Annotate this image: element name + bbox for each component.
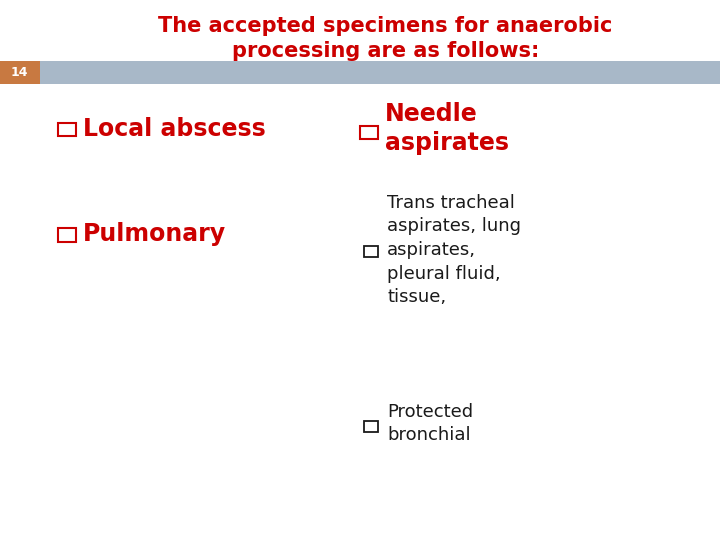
Text: Protected
bronchial: Protected bronchial [387,402,474,444]
Text: Needle
aspirates: Needle aspirates [385,102,509,154]
Text: Local abscess: Local abscess [83,117,266,141]
Text: The accepted specimens for anaerobic
processing are as follows:: The accepted specimens for anaerobic pro… [158,16,613,61]
Text: Trans tracheal
aspirates, lung
aspirates,
pleural fluid,
tissue,: Trans tracheal aspirates, lung aspirates… [387,194,521,306]
Text: Pulmonary: Pulmonary [83,222,226,246]
FancyBboxPatch shape [0,61,720,84]
Text: 14: 14 [11,66,29,79]
FancyBboxPatch shape [0,61,40,84]
